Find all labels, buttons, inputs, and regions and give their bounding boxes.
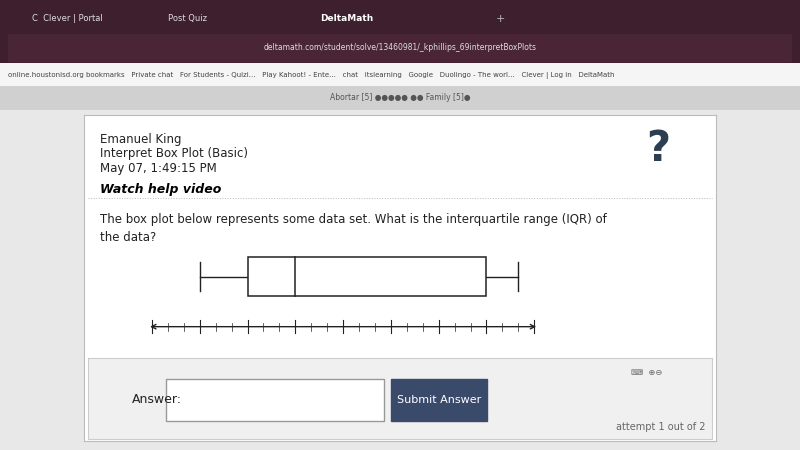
Text: May 07, 1:49:15 PM: May 07, 1:49:15 PM	[100, 162, 217, 175]
Text: C  Clever | Portal: C Clever | Portal	[32, 14, 102, 23]
FancyBboxPatch shape	[390, 379, 487, 421]
Text: DeltaMath: DeltaMath	[320, 14, 374, 23]
Text: ?: ?	[646, 128, 670, 170]
Text: Watch help video: Watch help video	[100, 183, 221, 196]
FancyBboxPatch shape	[166, 379, 384, 421]
Text: Post Quiz: Post Quiz	[168, 14, 207, 23]
Text: ⌨  ⊕⊖: ⌨ ⊕⊖	[630, 368, 662, 377]
Text: attempt 1 out of 2: attempt 1 out of 2	[616, 422, 706, 432]
Text: the data?: the data?	[100, 230, 156, 243]
Bar	[247, 257, 486, 297]
Text: Abortar [5] ●●●●● ●● Family [5]●: Abortar [5] ●●●●● ●● Family [5]●	[330, 94, 470, 103]
FancyBboxPatch shape	[8, 34, 792, 63]
Text: Interpret Box Plot (Basic): Interpret Box Plot (Basic)	[100, 148, 248, 160]
Text: +: +	[496, 14, 506, 24]
Text: online.houstonisd.org bookmarks   Private chat   For Students - Quizi...   Play : online.houstonisd.org bookmarks Private …	[8, 72, 614, 79]
Text: Emanuel King: Emanuel King	[100, 133, 182, 146]
Text: The box plot below represents some data set. What is the interquartile range (IQ: The box plot below represents some data …	[100, 213, 606, 225]
Text: Answer:: Answer:	[132, 393, 182, 406]
Text: deltamath.com/student/solve/13460981/_kphillips_69interpretBoxPlots: deltamath.com/student/solve/13460981/_kp…	[263, 43, 537, 52]
Text: Submit Answer: Submit Answer	[397, 395, 481, 405]
